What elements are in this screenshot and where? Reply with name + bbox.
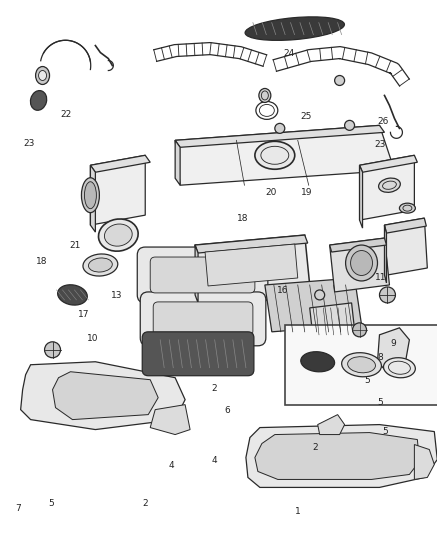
Polygon shape: [90, 165, 95, 232]
Text: 2: 2: [212, 384, 217, 393]
Polygon shape: [385, 225, 386, 283]
Text: 9: 9: [391, 339, 396, 348]
Text: 8: 8: [378, 353, 383, 362]
Polygon shape: [90, 155, 150, 172]
FancyBboxPatch shape: [153, 302, 253, 336]
Polygon shape: [21, 362, 185, 430]
Polygon shape: [330, 238, 386, 252]
Text: 2: 2: [312, 443, 318, 452]
Ellipse shape: [350, 251, 372, 276]
Text: 5: 5: [382, 427, 388, 436]
Polygon shape: [175, 125, 395, 185]
Text: 15: 15: [222, 251, 233, 260]
Circle shape: [345, 120, 355, 131]
Text: 11: 11: [375, 273, 386, 281]
Text: 23: 23: [23, 139, 35, 148]
Polygon shape: [360, 155, 417, 172]
Polygon shape: [385, 218, 427, 275]
Text: 18: 18: [36, 257, 48, 265]
Ellipse shape: [348, 357, 375, 373]
FancyBboxPatch shape: [140, 292, 266, 346]
Text: 18: 18: [237, 214, 249, 223]
Polygon shape: [378, 328, 410, 375]
Polygon shape: [255, 433, 419, 480]
Ellipse shape: [88, 258, 112, 272]
Ellipse shape: [104, 224, 132, 246]
Ellipse shape: [245, 17, 344, 41]
Polygon shape: [385, 218, 426, 233]
Polygon shape: [246, 425, 437, 487]
Text: 14: 14: [183, 262, 194, 271]
Ellipse shape: [39, 70, 46, 80]
Text: 4: 4: [249, 283, 254, 292]
Polygon shape: [150, 405, 190, 434]
Polygon shape: [265, 278, 361, 332]
Text: 13: 13: [111, 291, 122, 300]
Text: 12: 12: [156, 323, 168, 332]
Text: 17: 17: [78, 310, 89, 319]
FancyBboxPatch shape: [137, 247, 268, 303]
Ellipse shape: [259, 88, 271, 102]
Ellipse shape: [399, 203, 415, 213]
Polygon shape: [360, 165, 363, 228]
Polygon shape: [53, 372, 158, 419]
Ellipse shape: [85, 182, 96, 208]
Polygon shape: [310, 303, 355, 335]
Text: 4: 4: [212, 456, 217, 465]
Ellipse shape: [99, 219, 138, 251]
Text: 7: 7: [15, 504, 21, 513]
Circle shape: [314, 290, 325, 300]
Polygon shape: [175, 125, 385, 147]
Polygon shape: [205, 244, 298, 286]
Circle shape: [45, 342, 60, 358]
Text: 19: 19: [300, 188, 312, 197]
Circle shape: [379, 287, 396, 303]
FancyBboxPatch shape: [150, 257, 255, 293]
FancyBboxPatch shape: [142, 332, 254, 376]
Ellipse shape: [342, 353, 381, 377]
Polygon shape: [195, 245, 198, 303]
Text: 20: 20: [266, 188, 277, 197]
Ellipse shape: [83, 254, 118, 276]
Text: 21: 21: [69, 241, 81, 250]
Text: 5: 5: [48, 498, 54, 507]
Ellipse shape: [35, 67, 49, 84]
Text: 10: 10: [87, 334, 98, 343]
Ellipse shape: [31, 91, 47, 110]
Ellipse shape: [301, 352, 335, 372]
Polygon shape: [175, 140, 180, 185]
Polygon shape: [360, 155, 414, 220]
Polygon shape: [195, 235, 308, 253]
Text: 25: 25: [300, 112, 312, 121]
Text: 5: 5: [378, 398, 383, 407]
Text: 24: 24: [283, 50, 294, 58]
Circle shape: [353, 323, 367, 337]
Ellipse shape: [378, 178, 400, 192]
Text: 26: 26: [377, 117, 389, 126]
Polygon shape: [318, 415, 345, 434]
Text: 1: 1: [295, 506, 300, 515]
Ellipse shape: [81, 177, 99, 213]
Text: 16: 16: [276, 286, 288, 295]
Text: 22: 22: [60, 110, 72, 119]
Text: 6: 6: [225, 406, 231, 415]
Text: 5: 5: [364, 376, 370, 385]
Ellipse shape: [346, 245, 378, 281]
Polygon shape: [90, 155, 145, 225]
Text: 4: 4: [168, 462, 174, 470]
Ellipse shape: [384, 358, 415, 378]
Bar: [285, 325, 438, 405]
Circle shape: [335, 76, 345, 85]
Polygon shape: [414, 445, 434, 480]
Polygon shape: [195, 235, 310, 295]
Polygon shape: [330, 238, 389, 292]
Circle shape: [275, 123, 285, 133]
Ellipse shape: [58, 285, 87, 305]
Text: 23: 23: [375, 140, 386, 149]
Ellipse shape: [255, 141, 295, 169]
Text: 2: 2: [142, 498, 148, 507]
